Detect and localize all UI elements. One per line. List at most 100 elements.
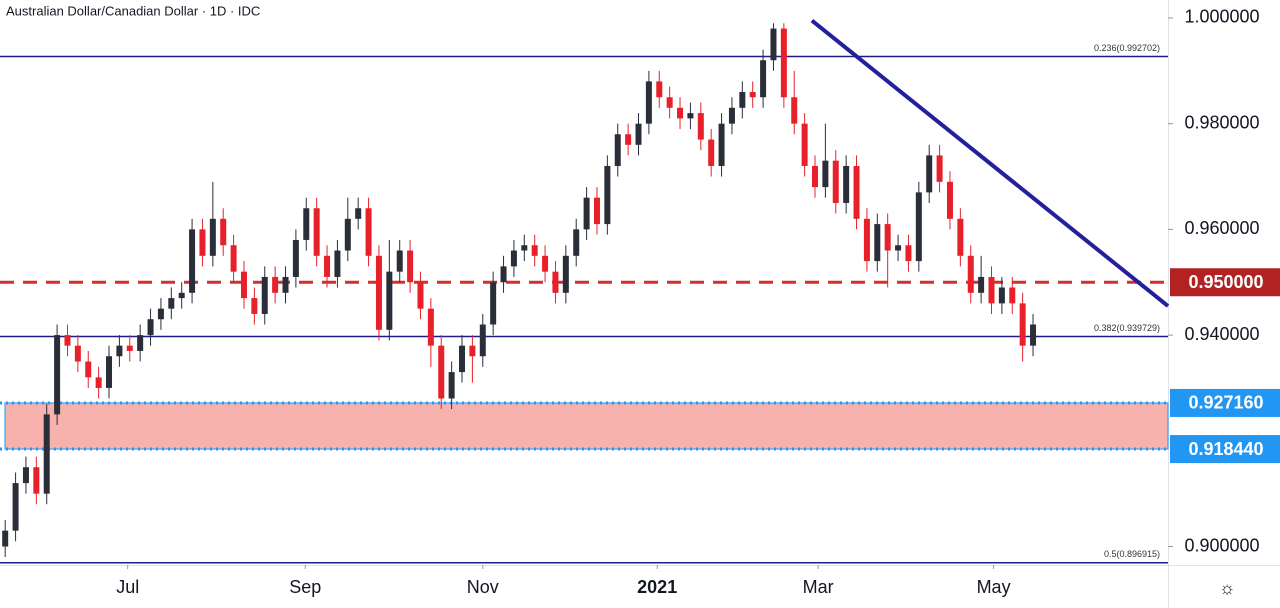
candle-body <box>656 81 663 98</box>
candle-body <box>459 345 466 373</box>
candle-body <box>573 229 580 256</box>
candle-body <box>812 165 819 188</box>
candle-body <box>801 123 808 166</box>
candle-body <box>915 192 922 262</box>
fib-label: 0.236(0.992702) <box>1094 43 1160 53</box>
candle-body <box>946 181 953 219</box>
candle-body <box>106 356 113 388</box>
candle-body <box>490 282 497 325</box>
candle-body <box>1009 287 1016 304</box>
fib-label: 0.382(0.939729) <box>1094 323 1160 333</box>
candle-body <box>2 530 9 547</box>
candle-body <box>126 345 133 351</box>
candle-body <box>272 276 279 293</box>
candle-body <box>822 160 829 188</box>
settings-icon[interactable]: ☼ <box>1219 578 1236 598</box>
candle-body <box>396 250 403 272</box>
candle-body <box>832 160 839 203</box>
candle-body <box>209 218 216 256</box>
candle-body <box>365 208 372 256</box>
axes: 1.000000 0.980000 0.960000 0.940000 0.900000… <box>116 7 1280 597</box>
x-tick-label: Mar <box>803 577 834 597</box>
candle-body <box>500 266 507 283</box>
price-tag <box>1170 435 1280 464</box>
candle-body <box>375 255 382 330</box>
candle-body <box>438 345 445 399</box>
candle-body <box>988 276 995 304</box>
candle-body <box>843 165 850 203</box>
candle-body <box>936 155 943 182</box>
candle-body <box>863 218 870 262</box>
candle-body <box>417 282 424 309</box>
candle-body <box>199 229 206 256</box>
x-tick-label: 2021 <box>637 577 677 597</box>
candle-body <box>957 218 964 256</box>
x-tick-label: May <box>977 577 1011 597</box>
candle-body <box>43 414 50 494</box>
x-tick-label: Nov <box>467 577 499 597</box>
candle-body <box>74 345 81 362</box>
candle-body <box>313 208 320 256</box>
candle-body <box>666 97 673 108</box>
y-tick-label: 0.900000 <box>1184 535 1259 555</box>
candle-body <box>978 276 985 293</box>
candle-body <box>1030 324 1037 346</box>
x-tick-label: Sep <box>289 577 321 597</box>
candle-body <box>697 113 704 140</box>
candle-body <box>770 28 777 61</box>
candle-body <box>552 271 559 293</box>
candle-body <box>189 229 196 293</box>
price-tag <box>1170 268 1280 297</box>
candle-body <box>687 113 694 119</box>
candle-body <box>147 319 154 336</box>
candle-body <box>728 107 735 124</box>
candle-body <box>884 224 891 251</box>
candle-body <box>593 197 600 225</box>
y-tick-label: 0.960000 <box>1184 218 1259 238</box>
candle-body <box>479 324 486 357</box>
candle-body <box>614 134 621 166</box>
support-zone <box>4 402 1169 450</box>
candle-body <box>22 467 29 484</box>
candle-body <box>407 250 414 283</box>
price-tag <box>1170 388 1280 417</box>
candle-body <box>324 255 331 277</box>
candle-body <box>905 245 912 262</box>
candle-body <box>531 245 538 256</box>
candle-body <box>168 298 175 309</box>
candle-body <box>85 361 92 378</box>
candle-body <box>448 372 455 399</box>
candle-body <box>583 197 590 230</box>
candle-body <box>303 208 310 240</box>
candle-body <box>355 208 362 219</box>
chart-title: Australian Dollar/Canadian Dollar · 1D ·… <box>6 3 260 18</box>
candle-body <box>33 467 40 494</box>
plot-area: 0.236(0.992702) 0.382(0.939729) 0.5(0.8969… <box>0 19 1170 564</box>
candle-body <box>469 345 476 357</box>
candle-body <box>780 28 787 98</box>
candle-body <box>562 255 569 293</box>
candle-body <box>344 218 351 251</box>
candle-body <box>157 308 164 320</box>
candle-body <box>1019 303 1026 346</box>
candle-body <box>282 276 289 293</box>
candle-body <box>12 483 19 531</box>
candle-body <box>292 239 299 277</box>
price-tag-label: 0.918440 <box>1188 439 1263 459</box>
candle-body <box>427 308 434 346</box>
x-tick-label: Jul <box>116 577 139 597</box>
candle-body <box>178 292 185 299</box>
candle-body <box>240 271 247 299</box>
candle-body <box>261 276 268 314</box>
candle-body <box>718 123 725 166</box>
candle-body <box>998 287 1005 304</box>
candle-body <box>853 165 860 219</box>
candle-body <box>645 81 652 124</box>
y-tick-label: 1.000000 <box>1184 7 1259 27</box>
candle-body <box>137 335 144 351</box>
candle-body <box>386 271 393 330</box>
candle-body <box>926 155 933 193</box>
candle-body <box>510 250 517 267</box>
candle-body <box>625 134 632 145</box>
